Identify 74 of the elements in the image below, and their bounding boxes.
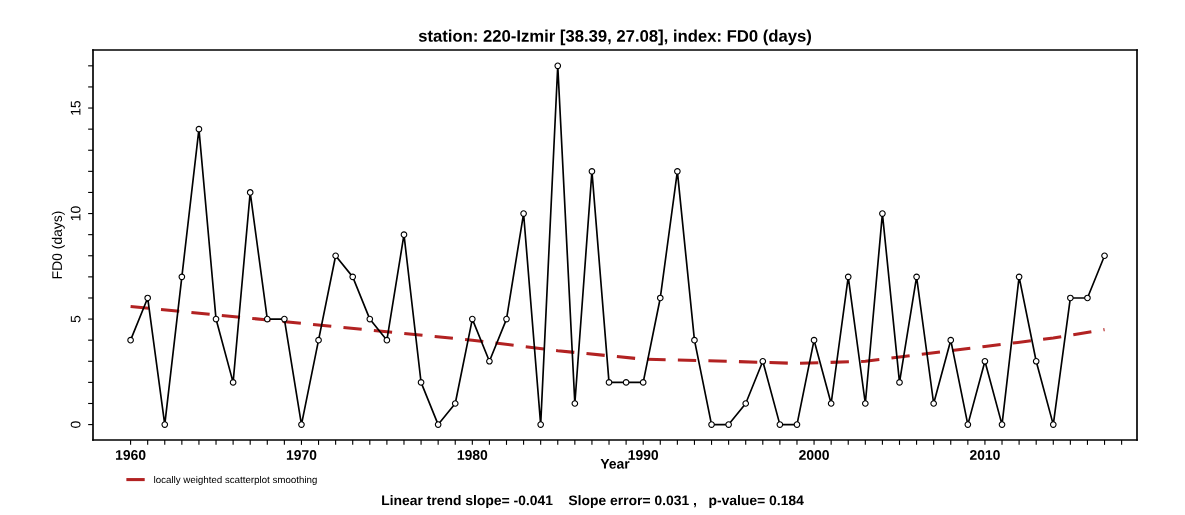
point [725, 421, 732, 428]
point [861, 400, 869, 407]
x-axis-title: Year [600, 459, 630, 469]
point [930, 400, 938, 407]
point [639, 379, 647, 386]
chart-title: station: 220-Izmir [38.39, 27.08], index: FD0 (days) [418, 29, 812, 46]
point [674, 168, 681, 175]
point [913, 273, 920, 281]
text: Linear trend slope= -0.041 Slope error= 0.031 , p-value= 0.184 [382, 495, 804, 508]
point [827, 400, 835, 407]
y-tick-label: 15 [70, 100, 81, 115]
point [144, 294, 152, 302]
point [1049, 421, 1057, 428]
x-tick-label: 1970 [286, 450, 317, 460]
y-tick-label: 0 [70, 421, 81, 428]
point [1032, 357, 1040, 365]
point [315, 336, 322, 344]
point [263, 315, 271, 323]
point [793, 421, 801, 428]
point [503, 315, 510, 323]
y-axis-title: FD0 (days) [51, 211, 65, 279]
point [246, 189, 254, 196]
point [1084, 294, 1091, 302]
point [571, 400, 579, 407]
point [776, 421, 784, 428]
point [742, 400, 750, 407]
point [691, 336, 698, 344]
x-tick-label: 2010 [969, 450, 1000, 460]
point [195, 125, 203, 133]
point [332, 252, 339, 260]
point [212, 315, 220, 323]
point [1015, 273, 1023, 281]
line-series [129, 304, 1107, 365]
point [229, 379, 237, 386]
point [622, 379, 630, 386]
point [981, 357, 989, 365]
point [417, 379, 425, 386]
point [400, 231, 408, 238]
point [759, 357, 767, 365]
legend-label: locally weighted scatterplot smoothing [154, 475, 317, 486]
point [349, 273, 357, 281]
point [947, 336, 955, 344]
point [281, 315, 288, 323]
point [896, 379, 903, 386]
x-tick-label: 1980 [457, 450, 488, 460]
point [1101, 252, 1108, 260]
point [451, 400, 459, 407]
point [383, 336, 391, 344]
point [656, 294, 664, 302]
y-tick-label: 5 [70, 315, 81, 323]
x-tick-label: 1990 [628, 450, 659, 460]
point [998, 421, 1006, 428]
point [486, 357, 493, 365]
point [708, 421, 715, 428]
x-tick-label: 1960 [116, 450, 146, 460]
point [844, 273, 852, 281]
point [434, 421, 442, 428]
point [178, 273, 186, 281]
point [520, 210, 527, 217]
point [554, 62, 562, 70]
point [468, 315, 476, 323]
point [537, 421, 545, 428]
point [1067, 294, 1074, 302]
y-tick-label: 10 [70, 206, 81, 221]
point [127, 336, 134, 344]
point [605, 379, 613, 386]
point [298, 421, 305, 428]
point [588, 168, 596, 175]
point [161, 421, 169, 428]
point [879, 210, 886, 217]
point [810, 336, 818, 344]
point [964, 421, 972, 428]
point [366, 315, 374, 323]
x-tick-label: 2000 [799, 450, 829, 460]
